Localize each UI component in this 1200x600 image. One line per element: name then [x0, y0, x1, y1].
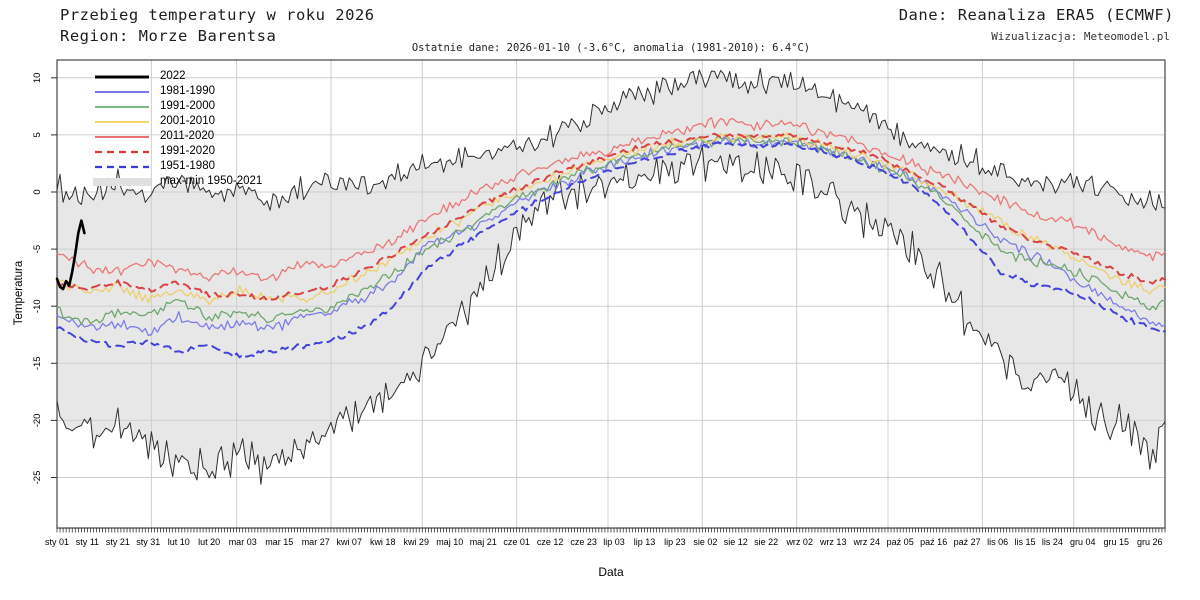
x-tick-label: wrz 13: [819, 537, 847, 547]
series-line-1951-1980: [56, 141, 1166, 359]
x-tick-label: cze 23: [570, 537, 597, 547]
legend-item-1991-2020: 1991-2020: [93, 144, 262, 159]
legend-item-1951-1980: 1951-1980: [93, 159, 262, 174]
y-axis-title: Temperatura: [13, 260, 25, 326]
series-line-1991-2000: [56, 134, 1166, 325]
legend-label: 2022: [160, 70, 186, 82]
legend-item-max-min-1950-2021: max-min 1950-2021: [93, 174, 262, 189]
legend-line-swatch: [95, 165, 149, 168]
data-source-label: Dane: Reanaliza ERA5 (ECMWF): [898, 6, 1174, 24]
x-tick-label: paź 27: [954, 537, 981, 547]
series-line-2011-2020: [56, 117, 1166, 282]
x-tick-label: gru 26: [1137, 537, 1163, 547]
x-tick-label: lis 24: [1042, 537, 1063, 547]
y-tick-label: -15: [32, 356, 43, 370]
x-tick-label: kwi 29: [403, 537, 429, 547]
x-tick-label: lip 03: [603, 537, 625, 547]
x-tick-label: cze 01: [503, 537, 530, 547]
last-data-note: Ostatnie dane: 2026-01-10 (-3.6°C, anoma…: [411, 42, 811, 54]
x-axis-title: Data: [598, 565, 624, 579]
x-tick-label: kwi 18: [370, 537, 396, 547]
x-tick-label: cze 12: [537, 537, 564, 547]
legend-line-swatch: [95, 120, 149, 123]
x-tick-label: sie 12: [724, 537, 748, 547]
x-tick-label: lip 13: [634, 537, 656, 547]
legend-label: 1981-1990: [160, 85, 215, 97]
x-tick-label: mar 03: [229, 537, 257, 547]
legend-label: 2011-2020: [160, 130, 215, 142]
visualization-credit: Wizualizacja: Meteomodel.pl: [991, 30, 1170, 43]
legend-item-1991-2000: 1991-2000: [93, 99, 262, 114]
x-tick-label: paź 05: [887, 537, 914, 547]
y-tick-label: -10: [32, 299, 43, 313]
series-line-2022: [55, 219, 86, 291]
legend-label: 1991-2000: [160, 100, 215, 112]
x-tick-label: sty 01: [45, 537, 69, 547]
x-tick-label: sty 21: [106, 537, 130, 547]
x-tick-label: gru 15: [1104, 537, 1130, 547]
y-tick-label: -5: [32, 245, 43, 253]
x-tick-label: maj 21: [470, 537, 497, 547]
x-tick-label: lip 23: [664, 537, 686, 547]
legend-item-1981-1990: 1981-1990: [93, 84, 262, 99]
y-tick-label: 5: [32, 132, 43, 137]
series-line-1991-2020: [56, 132, 1166, 302]
x-tick-label: lut 20: [198, 537, 220, 547]
x-tick-label: mar 27: [302, 537, 330, 547]
x-tick-label: mar 15: [265, 537, 293, 547]
legend-label: 2001-2010: [160, 115, 215, 127]
legend-line-swatch: [95, 90, 149, 93]
x-tick-label: lut 10: [168, 537, 190, 547]
legend-line-swatch: [95, 105, 149, 108]
x-tick-label: sty 11: [76, 537, 99, 547]
y-tick-label: 10: [32, 73, 43, 84]
region-subtitle: Region: Morze Barentsa: [60, 27, 277, 45]
legend-label: 1991-2020: [160, 145, 215, 157]
y-tick-label: -20: [32, 414, 43, 428]
x-tick-label: sty 31: [136, 537, 160, 547]
legend-line-swatch: [95, 135, 149, 138]
y-tick-label: 0: [32, 189, 43, 194]
x-tick-label: lis 15: [1014, 537, 1035, 547]
legend-line-swatch: [95, 75, 149, 78]
x-tick-label: sie 22: [754, 537, 778, 547]
x-tick-label: wrz 24: [852, 537, 880, 547]
x-tick-label: kwi 07: [336, 537, 362, 547]
min-envelope-line: [56, 145, 1166, 485]
x-tick-label: paź 16: [920, 537, 947, 547]
legend-item-2022: 2022: [93, 69, 262, 84]
x-tick-label: maj 10: [436, 537, 463, 547]
legend: 2022 1981-1990 1991-2000 2001-2010 2011-2020…: [93, 69, 262, 189]
legend-line-swatch: [95, 150, 149, 153]
legend-label: 1951-1980: [160, 160, 215, 172]
legend-band-swatch: [93, 177, 151, 186]
x-tick-label: wrz 02: [785, 537, 813, 547]
legend-item-2011-2020: 2011-2020: [93, 129, 262, 144]
legend-label: max-min 1950-2021: [160, 175, 263, 187]
legend-item-2001-2010: 2001-2010: [93, 114, 262, 129]
x-tick-label: sie 02: [693, 537, 717, 547]
x-tick-label: gru 04: [1070, 537, 1096, 547]
max-envelope-line: [56, 68, 1166, 211]
y-tick-label: -25: [32, 471, 43, 485]
page-title: Przebieg temperatury w roku 2026: [60, 6, 375, 24]
x-tick-label: lis 06: [987, 537, 1008, 547]
